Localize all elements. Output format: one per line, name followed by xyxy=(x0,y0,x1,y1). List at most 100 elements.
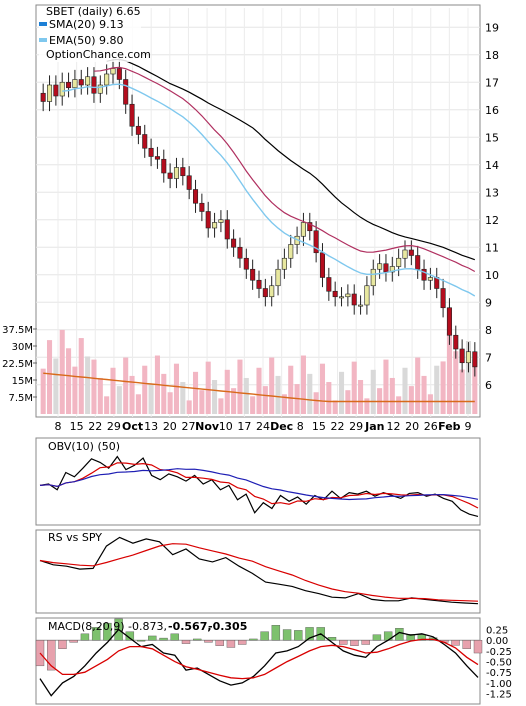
volume-bar xyxy=(167,392,173,414)
candle-body xyxy=(421,268,427,281)
macd-tick-label: -0.75 xyxy=(486,668,512,679)
volume-bar xyxy=(358,380,364,414)
candle-body xyxy=(53,84,59,97)
volume-tick-label: 30M xyxy=(12,342,33,353)
volume-bar xyxy=(40,368,46,414)
x-tick-label: 20 xyxy=(405,420,419,433)
volume-bar xyxy=(300,355,306,414)
legend-sma: SMA(20) 9.13 xyxy=(49,18,124,31)
x-tick-label: 15 xyxy=(70,420,84,433)
ema-line xyxy=(62,83,476,297)
volume-bar xyxy=(250,396,256,414)
macd-tick-label: -1.00 xyxy=(486,679,512,690)
macd-histogram-bar xyxy=(170,633,179,641)
macd-histogram-bar xyxy=(305,627,314,641)
candle-body xyxy=(59,81,65,97)
candle-body xyxy=(97,84,103,94)
macd-histogram-bar xyxy=(136,640,146,642)
x-tick-label: 17 xyxy=(237,420,251,433)
macd-histogram-bar xyxy=(473,640,483,654)
candle-body xyxy=(224,219,230,240)
candle-body xyxy=(453,334,459,350)
volume-bar xyxy=(173,363,180,414)
macd-tick-label: -1.25 xyxy=(486,690,512,701)
volume-bar xyxy=(46,340,53,414)
macd-histogram-bar xyxy=(249,638,258,641)
volume-bar xyxy=(269,357,275,414)
x-tick-label: 26 xyxy=(424,420,438,433)
x-tick-label: Nov xyxy=(195,420,220,433)
candle-body xyxy=(199,202,205,212)
volume-bar xyxy=(453,351,459,414)
candle-body xyxy=(351,293,357,306)
volume-bar xyxy=(123,357,129,414)
volume-tick-label: 22.5M xyxy=(2,359,33,370)
volume-bar xyxy=(326,382,332,414)
macd-histogram-bar xyxy=(260,631,269,641)
candle-body xyxy=(377,263,383,270)
x-tick-label: 24 xyxy=(256,420,270,433)
x-tick-label: 29 xyxy=(349,420,363,433)
obv-long-average-line xyxy=(39,468,479,501)
volume-bar xyxy=(256,367,262,414)
macd-histogram-bar xyxy=(215,640,224,646)
candle-body xyxy=(46,84,53,102)
candle-body xyxy=(288,244,294,259)
candle-body xyxy=(415,255,421,270)
macd-histogram-bar xyxy=(339,640,348,645)
macd-histogram-bar xyxy=(159,637,168,641)
volume-bar xyxy=(415,357,421,414)
macd-title: MACD(8,20,9) -0.873, xyxy=(48,620,167,633)
price-tick-label: 14 xyxy=(485,159,499,172)
volume-bar xyxy=(110,367,116,414)
price-tick-label: 18 xyxy=(485,49,499,62)
volume-bar xyxy=(231,388,237,414)
candle-body xyxy=(281,257,287,270)
volume-bar xyxy=(446,332,452,414)
rs-panel: RS vs SPY xyxy=(35,529,481,614)
candle-body xyxy=(364,285,370,306)
volume-bar xyxy=(383,359,389,414)
volume-bar xyxy=(459,369,465,414)
candle-body xyxy=(78,79,84,86)
macd-histogram-bar xyxy=(91,627,101,641)
macd-line xyxy=(39,628,479,697)
volume-bar xyxy=(72,366,78,414)
volume-bar xyxy=(212,380,218,414)
volume-bar xyxy=(364,398,370,414)
volume-bar xyxy=(59,329,65,414)
candle-body xyxy=(142,134,148,149)
sma-line xyxy=(93,66,476,273)
macd-histogram-bar xyxy=(282,629,292,641)
volume-bar xyxy=(237,359,243,414)
x-tick-label: 22 xyxy=(88,420,102,433)
macd-histogram-bar xyxy=(451,640,460,646)
candle-body xyxy=(332,290,338,298)
legend-sma-swatch xyxy=(39,22,47,26)
price-tick-label: 16 xyxy=(485,104,499,117)
volume-bar xyxy=(351,361,357,414)
candle-body xyxy=(345,293,351,298)
price-tick-label: 9 xyxy=(485,296,492,309)
volume-bar xyxy=(97,377,103,414)
volume-bar xyxy=(396,396,402,414)
volume-bar xyxy=(148,384,154,414)
x-tick-label: 8 xyxy=(297,420,304,433)
candle-body xyxy=(40,92,46,102)
legend-source: OptionChance.com xyxy=(46,48,151,61)
macd-histogram-bar xyxy=(181,640,191,644)
price-tick-label: 11 xyxy=(485,241,499,254)
candle-body xyxy=(243,257,249,270)
volume-bar xyxy=(370,369,376,414)
x-tick-label: 27 xyxy=(181,420,195,433)
volume-bar xyxy=(85,356,91,414)
candle-body xyxy=(440,288,446,309)
candle-body xyxy=(148,147,154,157)
x-tick-label: 29 xyxy=(107,420,121,433)
candle-body xyxy=(193,189,199,204)
x-tick-label: Oct xyxy=(122,420,143,433)
volume-bar xyxy=(472,359,478,414)
obv-panel-border xyxy=(35,437,481,526)
macd-histogram-bar xyxy=(395,628,404,641)
volume-bar xyxy=(91,359,97,414)
